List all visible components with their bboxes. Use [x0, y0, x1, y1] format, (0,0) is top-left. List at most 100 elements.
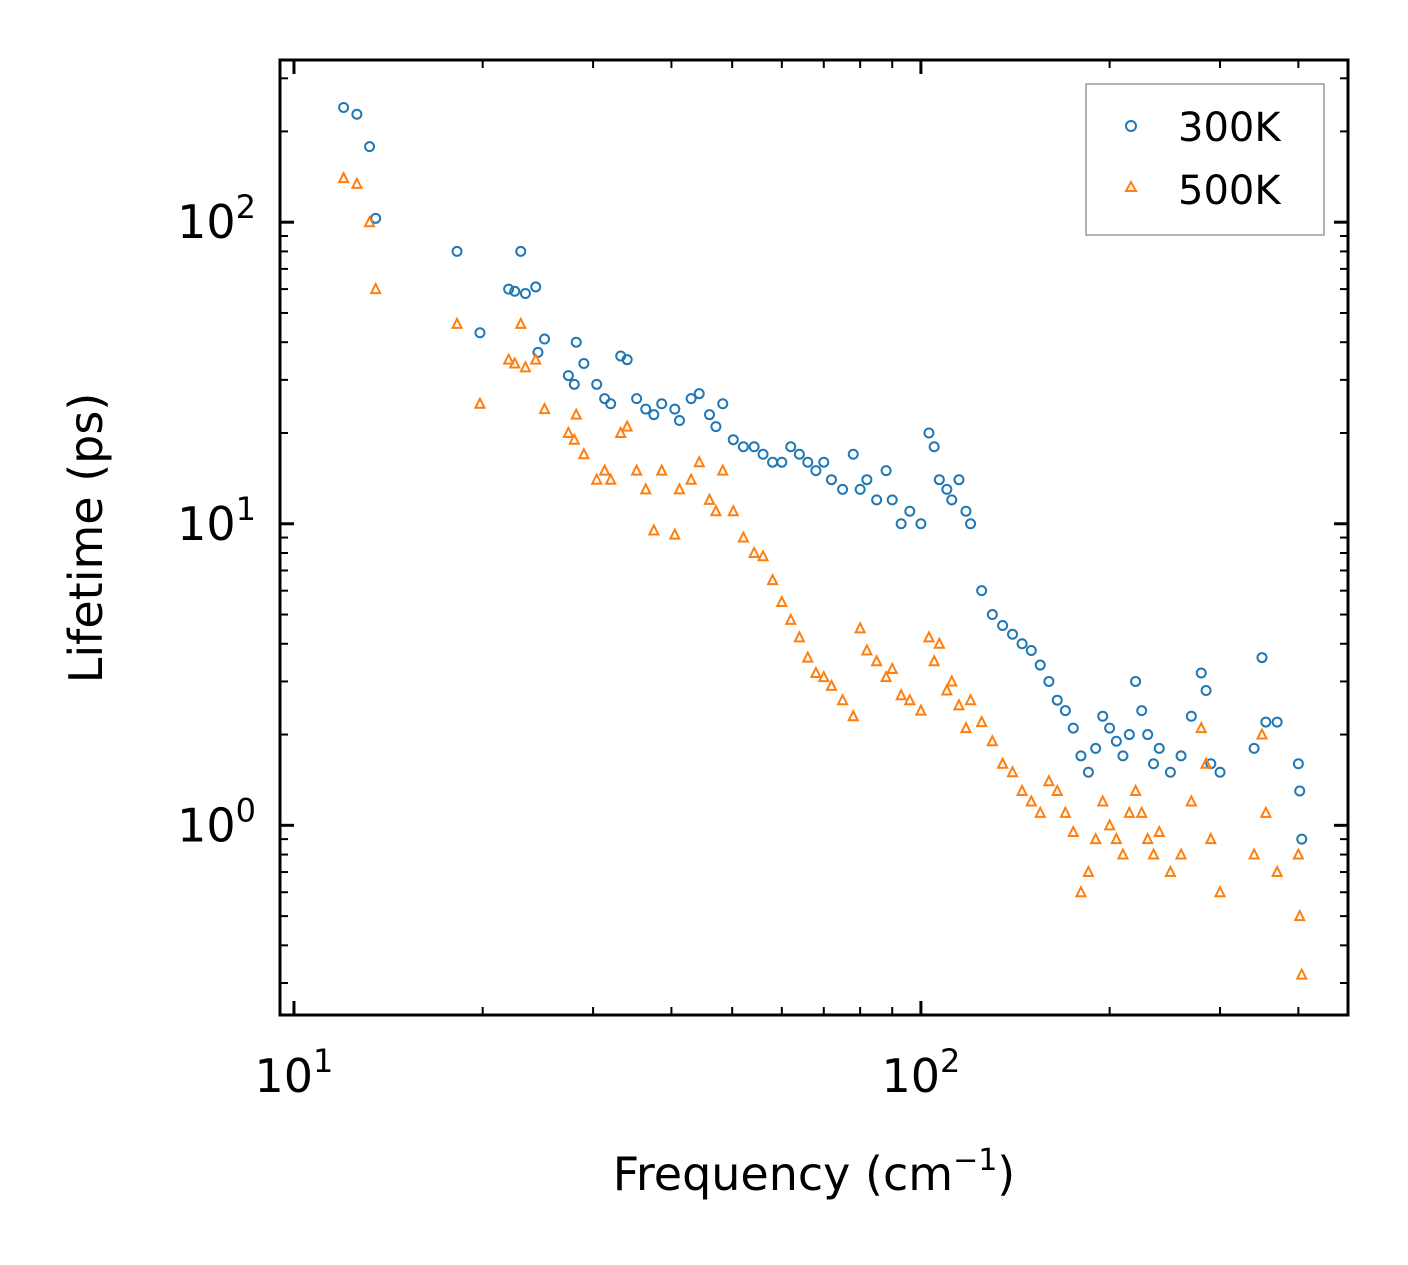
- y-tick-label-base: 10: [177, 798, 236, 852]
- data-point-500K: [655, 463, 668, 476]
- data-point-300K: [1090, 742, 1102, 754]
- data-point-500K: [337, 170, 350, 184]
- data-point-500K: [1096, 794, 1109, 807]
- data-point-300K: [710, 421, 722, 433]
- data-point-300K: [1075, 750, 1087, 762]
- data-point-300K: [1117, 750, 1129, 762]
- data-point-300K: [338, 102, 350, 114]
- data-point-500K: [945, 674, 958, 687]
- data-point-300K: [570, 336, 582, 348]
- data-point-300K: [976, 585, 988, 597]
- data-point-300K: [802, 456, 814, 468]
- data-point-500K: [639, 482, 652, 495]
- data-point-300K: [451, 245, 463, 257]
- data-point-300K: [1292, 758, 1304, 770]
- data-point-500K: [854, 621, 867, 634]
- data-point-300K: [928, 441, 940, 453]
- data-point-300K: [810, 465, 822, 477]
- data-point-500K: [1153, 824, 1166, 838]
- data-point-500K: [793, 630, 806, 643]
- x-axis-label-end: ): [997, 1147, 1015, 1201]
- x-tick-label-base: 10: [255, 1049, 314, 1103]
- data-point-300K: [605, 398, 617, 410]
- data-point-500K: [684, 472, 698, 485]
- data-point-500K: [986, 734, 999, 747]
- data-point-500K: [529, 352, 542, 365]
- data-point-300K: [904, 505, 916, 517]
- data-point-300K: [1195, 667, 1207, 679]
- data-point-300K: [1294, 785, 1306, 797]
- data-point-300K: [861, 474, 873, 486]
- data-point-300K: [1185, 710, 1197, 722]
- data-point-300K: [871, 494, 883, 506]
- data-point-500K: [766, 572, 779, 586]
- series-500K: [337, 170, 1308, 980]
- data-point-500K: [647, 523, 660, 536]
- data-point-300K: [1142, 729, 1154, 741]
- data-point-300K: [1067, 722, 1079, 734]
- legend: 300K 500K: [1085, 83, 1325, 236]
- data-point-500K: [508, 356, 521, 369]
- data-point-300K: [946, 494, 958, 506]
- data-point-300K: [915, 518, 927, 530]
- legend-marker-500K: [1124, 179, 1138, 192]
- data-point-300K: [1123, 729, 1135, 741]
- data-point-500K: [1292, 847, 1305, 860]
- data-point-300K: [578, 357, 590, 369]
- data-point-300K: [1016, 638, 1028, 650]
- data-point-500K: [693, 454, 706, 468]
- data-point-300K: [1130, 675, 1142, 687]
- data-point-300K: [1214, 766, 1226, 778]
- y-tick-label-exponent: 1: [236, 490, 256, 528]
- data-point-500K: [1164, 864, 1177, 878]
- legend-marker-300K: [1125, 120, 1137, 132]
- data-point-500K: [1116, 847, 1130, 860]
- data-point-500K: [519, 360, 532, 373]
- data-point-500K: [703, 492, 716, 505]
- data-point-500K: [716, 463, 729, 476]
- data-point-300K: [941, 483, 953, 495]
- data-point-300K: [509, 285, 521, 297]
- data-point-500K: [836, 692, 849, 706]
- data-point-500K: [1185, 794, 1198, 807]
- data-point-500K: [1174, 847, 1188, 860]
- data-point-500K: [1129, 783, 1142, 796]
- data-point-500K: [562, 425, 575, 438]
- data-point-500K: [590, 472, 603, 485]
- data-point-300K: [1260, 716, 1272, 728]
- data-point-500K: [727, 504, 740, 517]
- data-point-500K: [756, 549, 770, 562]
- data-point-300K: [539, 333, 551, 345]
- data-point-500K: [1034, 805, 1047, 818]
- data-point-500K: [1259, 805, 1272, 818]
- data-point-300K: [847, 448, 859, 460]
- data-point-500K: [1067, 824, 1080, 838]
- data-point-500K: [886, 661, 899, 674]
- data-point-500K: [514, 316, 527, 329]
- data-point-300K: [685, 393, 697, 405]
- y-tick-label-exponent: 0: [236, 791, 256, 829]
- legend-box: [1085, 83, 1325, 236]
- data-point-300K: [640, 403, 652, 415]
- y-tick-label-10-1: 101: [177, 490, 256, 551]
- data-point-500K: [1059, 805, 1072, 818]
- data-point-500K: [870, 654, 883, 667]
- data-point-300K: [673, 414, 685, 426]
- data-point-500K: [1271, 864, 1284, 878]
- data-point-500K: [1015, 783, 1029, 796]
- data-point-300K: [1051, 694, 1063, 706]
- data-point-500K: [784, 612, 797, 625]
- data-point-500K: [809, 665, 823, 678]
- data-point-500K: [673, 482, 686, 495]
- data-point-500K: [1199, 756, 1213, 769]
- data-point-300K: [364, 141, 376, 153]
- data-point-300K: [1271, 716, 1283, 728]
- data-point-300K: [631, 393, 643, 405]
- x-tick-label-10-1: 101: [255, 1042, 334, 1103]
- x-axis-label: Frequency (cm−1): [613, 1143, 1016, 1201]
- data-point-300K: [748, 441, 760, 453]
- data-point-300K: [776, 456, 788, 468]
- data-point-500K: [895, 688, 908, 701]
- data-point-500K: [1082, 864, 1095, 878]
- data-point-500K: [1123, 805, 1136, 818]
